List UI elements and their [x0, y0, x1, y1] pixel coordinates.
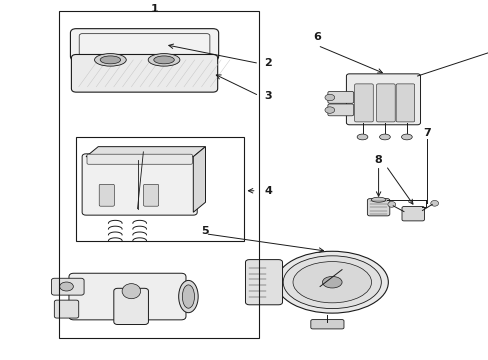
Text: 2: 2 — [264, 58, 271, 68]
Ellipse shape — [401, 134, 411, 140]
FancyBboxPatch shape — [327, 91, 353, 103]
FancyBboxPatch shape — [143, 184, 158, 206]
Ellipse shape — [182, 285, 194, 308]
Ellipse shape — [60, 282, 73, 291]
Ellipse shape — [322, 276, 342, 288]
Text: 3: 3 — [264, 91, 271, 101]
Text: 7: 7 — [423, 129, 430, 138]
Polygon shape — [86, 147, 205, 157]
Ellipse shape — [283, 256, 381, 309]
FancyBboxPatch shape — [354, 84, 372, 122]
FancyBboxPatch shape — [51, 278, 84, 295]
Ellipse shape — [154, 56, 174, 64]
FancyBboxPatch shape — [376, 84, 394, 122]
FancyBboxPatch shape — [70, 29, 218, 60]
Ellipse shape — [178, 280, 198, 313]
Ellipse shape — [148, 54, 180, 66]
Text: 1: 1 — [150, 4, 158, 14]
FancyBboxPatch shape — [327, 104, 353, 116]
Text: 4: 4 — [264, 186, 271, 196]
Ellipse shape — [94, 54, 126, 66]
Circle shape — [387, 202, 395, 207]
Polygon shape — [193, 147, 205, 212]
Bar — [59, 12, 259, 338]
FancyBboxPatch shape — [71, 54, 217, 92]
FancyBboxPatch shape — [395, 84, 414, 122]
FancyBboxPatch shape — [366, 199, 389, 216]
Ellipse shape — [325, 107, 334, 113]
Text: 6: 6 — [313, 32, 321, 42]
FancyBboxPatch shape — [346, 74, 420, 125]
FancyBboxPatch shape — [310, 320, 343, 329]
Ellipse shape — [370, 197, 385, 202]
Bar — [76, 137, 244, 241]
Bar — [190, 55, 200, 60]
Ellipse shape — [122, 284, 141, 299]
FancyBboxPatch shape — [69, 273, 185, 320]
Circle shape — [430, 201, 438, 206]
FancyBboxPatch shape — [99, 184, 114, 206]
Text: 5: 5 — [201, 226, 209, 235]
FancyBboxPatch shape — [54, 300, 79, 318]
Bar — [88, 55, 98, 60]
Ellipse shape — [100, 56, 121, 64]
Ellipse shape — [356, 134, 367, 140]
FancyBboxPatch shape — [401, 207, 424, 221]
Text: 8: 8 — [374, 155, 382, 165]
FancyBboxPatch shape — [87, 154, 192, 164]
FancyBboxPatch shape — [245, 260, 282, 305]
Ellipse shape — [325, 94, 334, 101]
FancyBboxPatch shape — [114, 288, 148, 324]
Ellipse shape — [292, 262, 371, 303]
Ellipse shape — [379, 134, 389, 140]
Ellipse shape — [276, 251, 387, 313]
FancyBboxPatch shape — [82, 154, 197, 215]
